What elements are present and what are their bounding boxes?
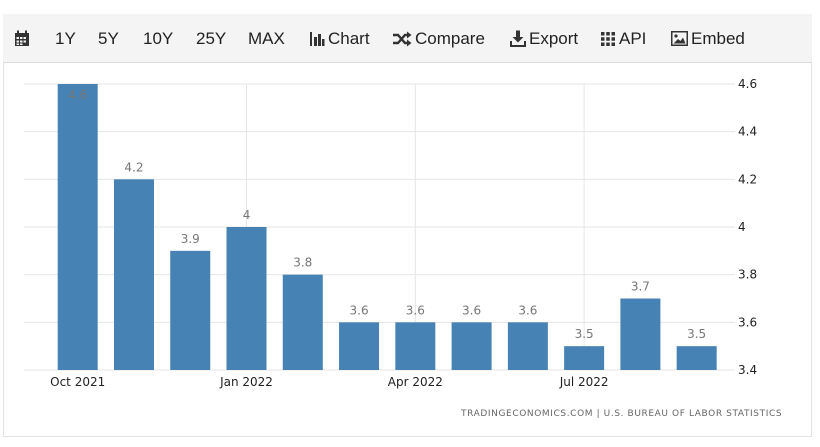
y-tick-label: 3.6	[738, 315, 757, 329]
embed-button[interactable]: Embed	[671, 14, 745, 63]
y-tick-label: 4	[738, 220, 746, 234]
range-1y-button[interactable]: 1Y	[55, 14, 76, 63]
source-attribution: TRADINGECONOMICS.COM | U.S. BUREAU OF LA…	[461, 409, 783, 419]
embed-label: Embed	[691, 28, 745, 48]
bars	[57, 84, 717, 371]
bar[interactable]	[57, 84, 98, 370]
export-label: Export	[529, 28, 579, 48]
range-25y-label: 25Y	[196, 28, 227, 48]
data-label: 4.2	[124, 160, 143, 174]
range-10y-button[interactable]: 10Y	[143, 14, 173, 63]
y-tick-label: 4.4	[738, 125, 757, 139]
data-label: 3.7	[631, 280, 650, 294]
data-label: 3.8	[293, 256, 312, 270]
bar[interactable]	[170, 250, 211, 370]
data-label: 3.5	[575, 327, 594, 341]
x-tick-label: Jul 2022	[559, 375, 609, 389]
bar[interactable]	[620, 298, 661, 371]
api-label: API	[619, 28, 647, 48]
grid-icon	[600, 31, 616, 47]
data-label: 3.6	[462, 303, 481, 317]
data-label: 3.6	[406, 303, 425, 317]
data-label: 3.5	[687, 327, 706, 341]
bar[interactable]	[564, 346, 605, 370]
bar[interactable]	[339, 322, 380, 370]
data-label: 4.6	[68, 88, 87, 102]
bar[interactable]	[451, 322, 492, 370]
y-axis: 3.4 3.6 3.8 4 4.2 4.4 4.6	[738, 77, 757, 377]
x-axis: Oct 2021 Jan 2022 Apr 2022 Jul 2022	[50, 375, 608, 389]
range-max-label: MAX	[248, 28, 285, 48]
bar[interactable]	[507, 322, 548, 370]
chart-button[interactable]: Chart	[309, 14, 370, 63]
range-10y-label: 10Y	[143, 28, 174, 48]
data-label: 3.9	[181, 232, 200, 246]
download-icon	[510, 30, 526, 47]
export-button[interactable]: Export	[510, 14, 578, 63]
range-5y-button[interactable]: 5Y	[98, 14, 119, 63]
compare-button[interactable]: Compare	[392, 14, 485, 63]
api-button[interactable]: API	[600, 14, 646, 63]
y-tick-label: 4.6	[738, 77, 757, 91]
bar[interactable]	[676, 346, 717, 370]
data-label: 3.6	[518, 303, 537, 317]
range-5y-label: 5Y	[98, 28, 119, 48]
range-25y-button[interactable]: 25Y	[196, 14, 226, 63]
y-tick-label: 4.2	[738, 172, 757, 186]
data-label: 4	[243, 208, 251, 222]
data-label: 3.6	[350, 303, 369, 317]
y-tick-label: 3.8	[738, 268, 757, 282]
bar[interactable]	[395, 322, 436, 370]
range-max-button[interactable]: MAX	[248, 14, 285, 63]
shuffle-icon	[392, 31, 412, 47]
toolbar: 1Y 5Y 10Y 25Y MAX Chart Compare	[3, 14, 812, 63]
bar[interactable]	[282, 274, 323, 370]
range-1y-label: 1Y	[55, 28, 76, 48]
x-tick-label: Apr 2022	[388, 375, 443, 389]
calendar-button[interactable]	[14, 14, 33, 63]
y-tick-label: 3.4	[738, 363, 757, 377]
bar[interactable]	[113, 179, 154, 370]
chart-label: Chart	[328, 28, 370, 48]
compare-label: Compare	[415, 28, 485, 48]
bar-chart-icon	[309, 31, 325, 47]
data-labels: 4.6 4.2 3.9 4 3.8 3.6 3.6 3.6 3.6 3.5 3.7 3.5	[68, 88, 706, 341]
image-icon	[671, 31, 688, 46]
x-tick-label: Jan 2022	[219, 375, 273, 389]
x-tick-label: Oct 2021	[50, 375, 105, 389]
calendar-icon	[14, 30, 30, 47]
bar[interactable]	[226, 227, 267, 370]
